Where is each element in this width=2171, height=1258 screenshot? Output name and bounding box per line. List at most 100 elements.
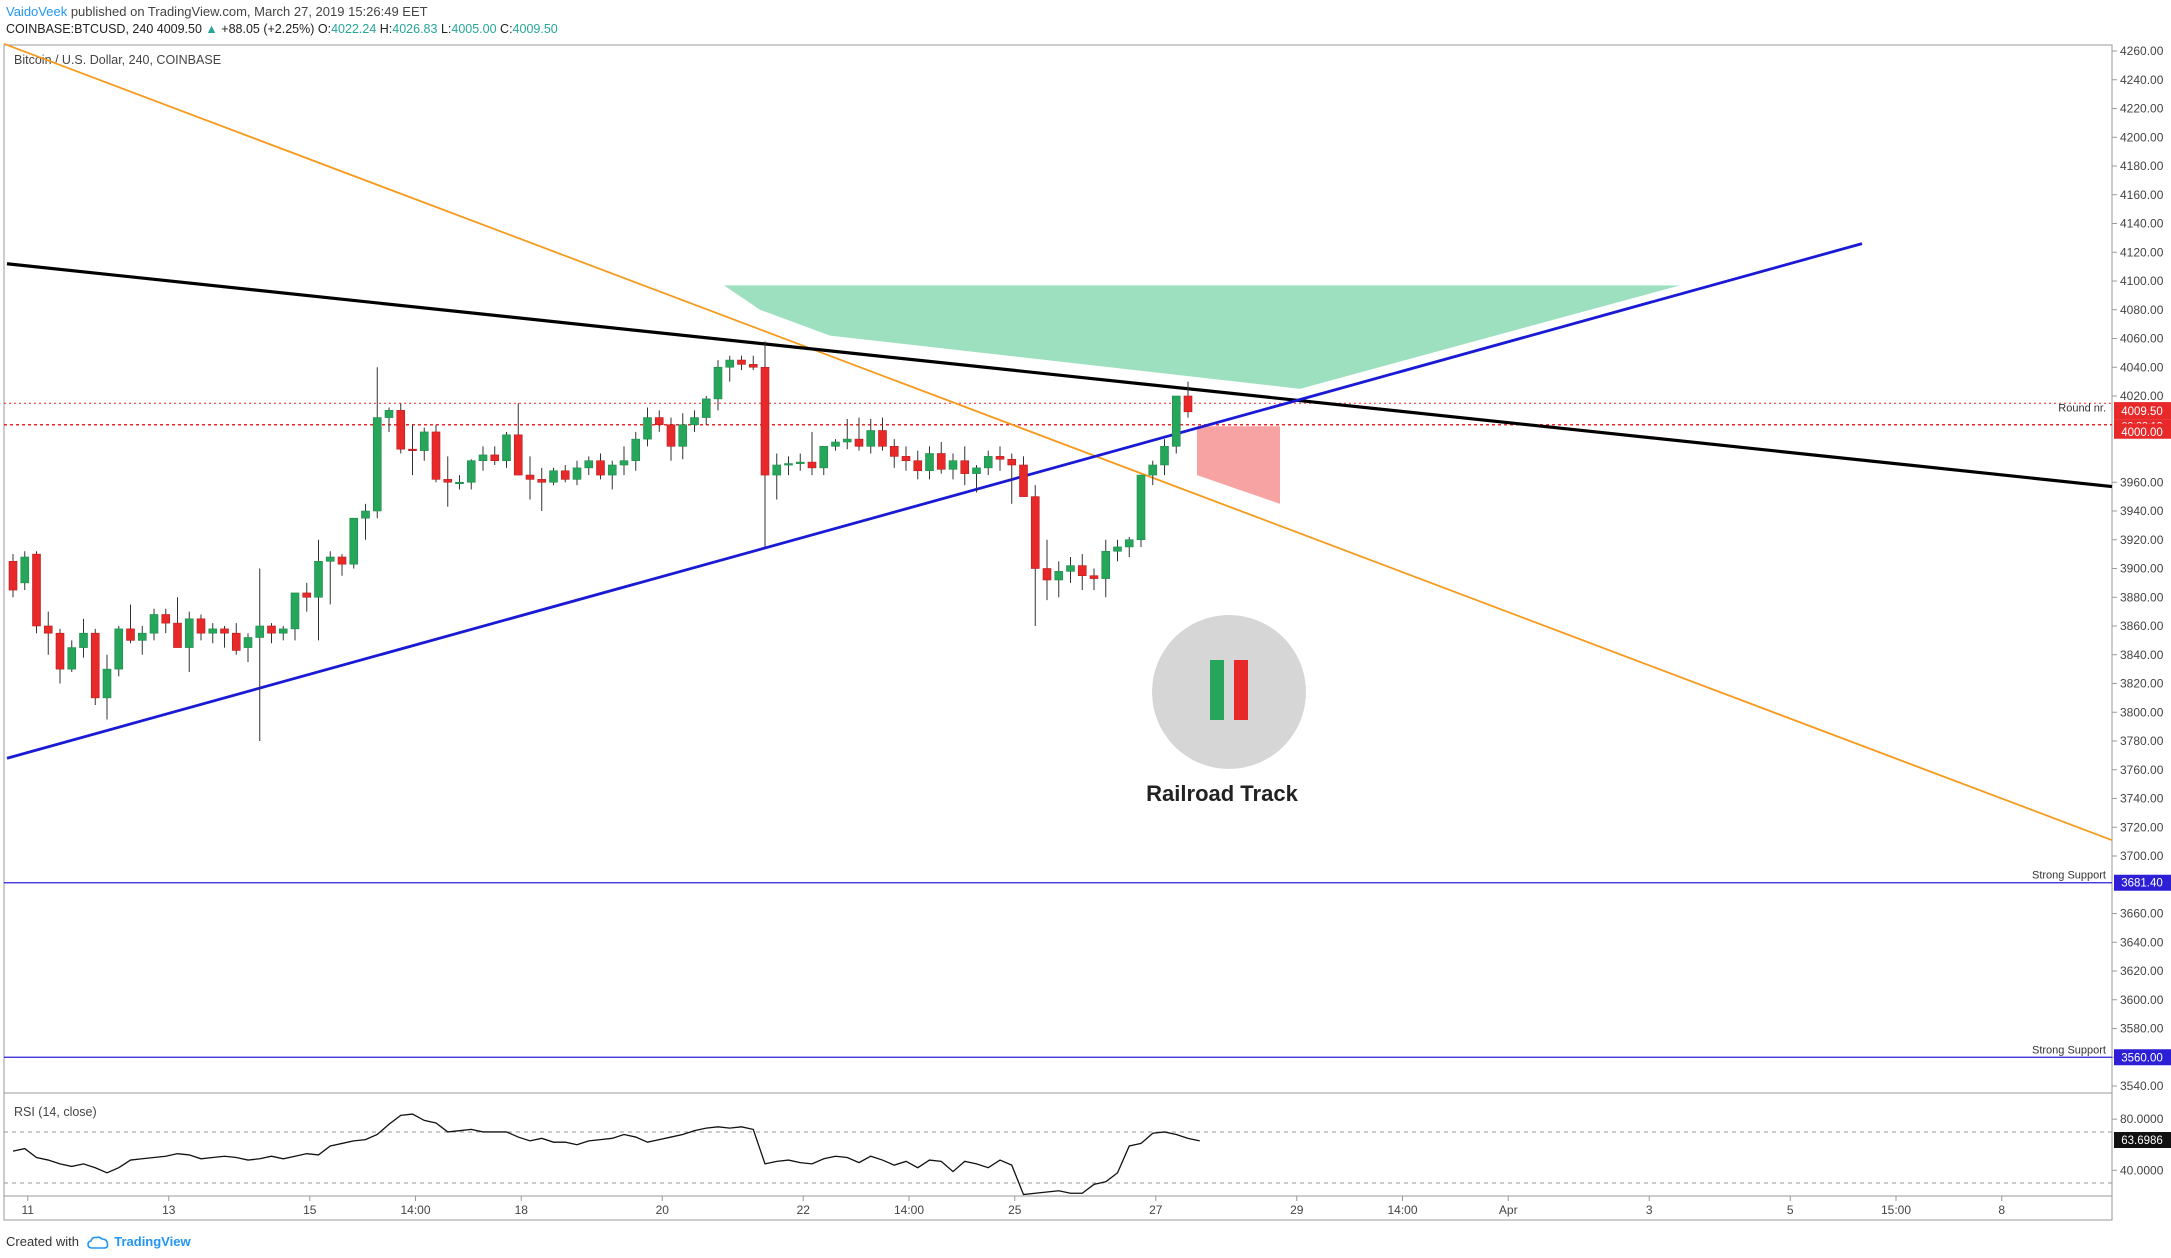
time-tick-label: 3 <box>1646 1203 1653 1217</box>
candle <box>878 417 887 451</box>
candle <box>419 427 429 461</box>
open-label: O: <box>317 22 332 36</box>
candle-body-up <box>607 464 617 476</box>
author-link[interactable]: VaidoVeek <box>6 4 68 19</box>
time-tick-label: 15:00 <box>1881 1203 1911 1217</box>
candle-body-down <box>807 461 817 469</box>
candle-body-up <box>678 424 688 447</box>
time-tick-label: 5 <box>1787 1203 1794 1217</box>
candle <box>1113 539 1122 562</box>
candle <box>1183 381 1193 418</box>
candle <box>983 450 993 476</box>
candle-body-down <box>220 628 229 634</box>
rsi-value-tag <box>2114 1131 2171 1148</box>
candle <box>972 465 981 493</box>
candle-body-up <box>1124 539 1134 548</box>
candle <box>43 611 53 655</box>
price-tick-label: 3700.00 <box>2120 849 2164 863</box>
open-value: 4022.24 <box>331 22 377 36</box>
candle <box>678 413 688 460</box>
candle <box>79 618 88 658</box>
rsi-pane: RSI (14, close) 80.0000 40.0000 63.6986 <box>4 1105 2171 1196</box>
candle-body-down <box>936 453 946 470</box>
candle-body-down <box>901 456 911 461</box>
candle-body-down <box>173 622 182 648</box>
candle-body-down <box>666 424 676 447</box>
candle-body-up <box>137 632 147 641</box>
candle <box>290 592 300 641</box>
candle <box>90 628 100 706</box>
candle <box>807 431 817 476</box>
candle <box>231 623 241 655</box>
candle-body-up <box>243 637 253 648</box>
candle <box>572 460 582 486</box>
price-tick-label: 3840.00 <box>2120 648 2164 662</box>
candle <box>255 568 265 741</box>
candle-body-up <box>1113 546 1122 552</box>
symbol: COINBASE:BTCUSD, 240 <box>6 22 154 36</box>
candle <box>831 439 840 451</box>
candle <box>1066 557 1075 583</box>
low-label: L: <box>440 22 452 36</box>
candle-body-down <box>1019 464 1028 497</box>
time-axis: 11 13 15 14:00 18 20 22 14:00 25 27 29 14:00 Apr 3 5 15… <box>22 1196 2005 1217</box>
price-tick-label: 3640.00 <box>2120 935 2164 949</box>
candle <box>619 446 629 476</box>
time-tick-label: 29 <box>1290 1203 1304 1217</box>
blue-trendline <box>6 242 1863 760</box>
candle <box>126 604 135 644</box>
price-tick-label: 3900.00 <box>2120 562 2164 576</box>
time-tick-label: 13 <box>162 1203 176 1217</box>
price-tick-label: 4240.00 <box>2120 73 2164 87</box>
candle-body-down <box>596 460 605 476</box>
candle-body-down <box>396 410 406 450</box>
candle <box>1148 460 1158 486</box>
price-tick-label: 3960.00 <box>2120 475 2164 489</box>
candle <box>149 608 159 641</box>
time-tick-label: 27 <box>1149 1203 1163 1217</box>
support-price-tag <box>2114 1049 2171 1066</box>
candle-body-down <box>760 366 770 476</box>
candle-body-up <box>255 625 265 638</box>
candle <box>725 355 735 382</box>
close-value: 4009.50 <box>512 22 558 36</box>
candle-body-up <box>478 454 488 461</box>
target-zone-green <box>724 285 1680 389</box>
candle-body-up <box>866 430 876 447</box>
time-tick-label: 25 <box>1008 1203 1022 1217</box>
candle <box>713 360 723 411</box>
black-trendline <box>6 262 2113 489</box>
candle-body-down <box>854 438 864 447</box>
candle-body-down <box>126 628 135 641</box>
price-tick-label: 4180.00 <box>2120 159 2164 173</box>
candle-body-up <box>549 470 558 483</box>
candle <box>1124 536 1134 557</box>
candle <box>1042 539 1052 601</box>
candle <box>748 355 758 371</box>
candle <box>643 407 652 447</box>
candle <box>431 424 441 483</box>
candle <box>525 456 535 500</box>
candle-body-up <box>455 481 464 485</box>
candle-body-down <box>1042 568 1052 581</box>
candle-body-up <box>1136 474 1146 541</box>
tradingview-brand[interactable]: TradingView <box>114 1234 191 1249</box>
railroad-green-bar-icon <box>1210 660 1224 720</box>
candle <box>161 608 171 634</box>
candle-body-up <box>925 453 934 472</box>
candle <box>208 623 218 644</box>
price-tick-label: 3720.00 <box>2120 820 2164 834</box>
candle-body-down <box>90 632 100 699</box>
candle <box>854 417 864 451</box>
candle <box>173 597 182 648</box>
candle-body-down <box>302 592 312 598</box>
candle-body-up <box>466 460 476 483</box>
candle-body-up <box>208 628 218 634</box>
candle <box>1077 554 1087 591</box>
candle-body-up <box>795 461 805 464</box>
candle-body-up <box>643 417 652 440</box>
candle <box>889 439 899 468</box>
candle-body-down <box>737 359 746 365</box>
publish-info: VaidoVeek published on TradingView.com, … <box>6 4 428 19</box>
round-price-tag-label: 4000.00 <box>2121 427 2163 439</box>
